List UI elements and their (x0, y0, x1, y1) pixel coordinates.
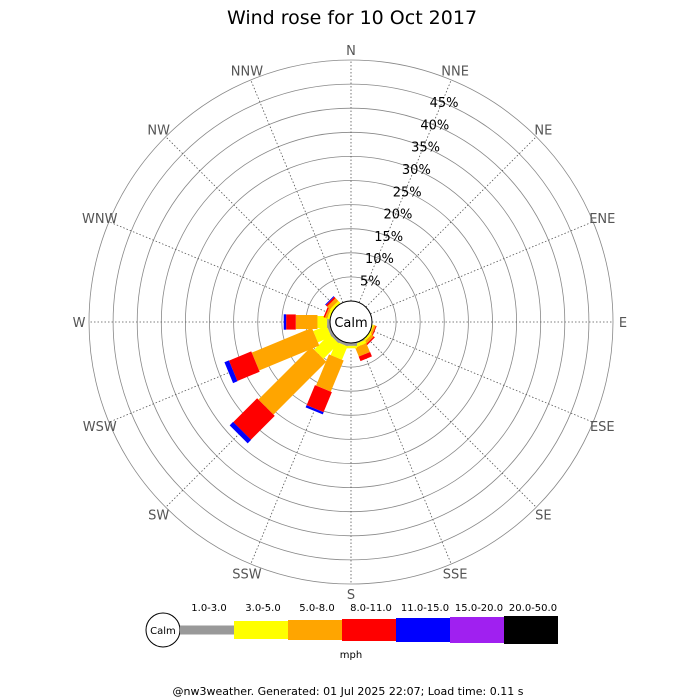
legend-swatch-8.0-11.0 (342, 619, 396, 641)
bar-segment-WSW-3.0-5.0 (313, 325, 332, 343)
grid-spoke (108, 221, 332, 315)
grid-ring (233, 204, 469, 440)
bar-segment-W-5.0-8.0 (295, 314, 318, 330)
bar-segment-WNW-5.0-8.0 (324, 306, 332, 319)
direction-label: NW (147, 124, 170, 139)
direction-label: WNW (82, 212, 118, 227)
legend-bin-label: 20.0-50.0 (509, 603, 557, 614)
direction-labels: N NNE NE ENE E ESE SE SSE S SSW SW WSW W WNW NW NNW (73, 44, 628, 603)
bar-segment-SW-3.0-5.0 (314, 334, 339, 359)
footer-text: @nw3weather. Generated: 01 Jul 2025 22:0… (173, 685, 524, 698)
direction-label: NNW (231, 65, 263, 80)
legend-bin-label: 3.0-5.0 (245, 603, 280, 614)
grid-spoke (358, 79, 452, 303)
bar-segment-NW-5.0-8.0 (327, 298, 339, 310)
grid-spoke (370, 329, 594, 423)
direction-label: SW (148, 508, 169, 523)
grid-spoke (108, 329, 332, 423)
direction-label: NNE (441, 65, 469, 80)
legend-bin-label: 5.0-8.0 (299, 603, 334, 614)
direction-label: W (73, 316, 86, 331)
direction-label: N (346, 44, 356, 59)
legend-bin-label: 1.0-3.0 (191, 603, 226, 614)
polar-grid (88, 59, 614, 585)
grid-spoke (165, 136, 337, 308)
ring-tick-label: 45% (430, 96, 459, 111)
legend-bin-label: 8.0-11.0 (350, 603, 392, 614)
bar-segment-SSE-8.0-11.0 (358, 351, 372, 362)
calm-label: Calm (334, 316, 367, 331)
bar-segment-WSW-8.0-11.0 (228, 351, 260, 381)
grid-spoke (365, 336, 537, 508)
legend-bin-label: 11.0-15.0 (401, 603, 449, 614)
grid-spoke (370, 221, 594, 315)
bar-segment-NW-8.0-11.0 (325, 296, 336, 307)
grid-spoke (358, 341, 452, 565)
bar-segment-SSE-5.0-8.0 (355, 343, 370, 357)
legend-swatch-15.0-20.0 (450, 617, 504, 643)
bar-segment-SW-5.0-8.0 (258, 346, 327, 415)
bar-segment-W-11.0-15.0 (283, 314, 287, 330)
bar-segment-ESE-8.0-11.0 (371, 325, 377, 338)
ring-tick-label: 35% (411, 141, 440, 156)
bar-segment-SSW-8.0-11.0 (306, 385, 332, 413)
grid-ring (281, 252, 421, 392)
grid-spoke (250, 341, 344, 565)
direction-label: SE (535, 508, 551, 523)
ring-tick-label: 15% (374, 230, 403, 245)
bar-segment-SE-8.0-11.0 (365, 336, 375, 346)
direction-label: NE (534, 124, 552, 139)
chart-title: Wind rose for 10 Oct 2017 (227, 7, 477, 29)
wind-bars (224, 296, 377, 444)
direction-label: SSW (232, 567, 262, 582)
direction-label: S (347, 588, 355, 603)
legend-swatch-20.0-50.0 (504, 616, 558, 644)
grid-spoke (250, 79, 344, 303)
bar-segment-NW-3.0-5.0 (329, 300, 341, 312)
legend-calm-label: Calm (150, 626, 176, 637)
bar-segment-SE-5.0-8.0 (363, 334, 374, 345)
ring-tick-labels: 5% 10% 15% 20% 25% 30% 35% 40% 45% (360, 96, 459, 289)
ring-tick-label: 40% (420, 118, 449, 133)
bar-segment-W-8.0-11.0 (286, 314, 296, 330)
grid-ring (88, 59, 614, 585)
ring-tick-label: 5% (360, 274, 381, 289)
bar-segment-WSW-11.0-15.0 (224, 360, 238, 384)
bar-segment-SW-8.0-11.0 (233, 398, 275, 440)
direction-label: WSW (83, 420, 117, 435)
bar-segment-SSW-11.0-15.0 (305, 405, 324, 415)
bar-segment-SSW-5.0-8.0 (316, 354, 344, 392)
bar-segment-W-3.0-5.0 (317, 316, 328, 328)
direction-label: ESE (590, 420, 615, 435)
direction-label: ENE (589, 212, 615, 227)
legend-swatch-1.0-3.0 (180, 625, 234, 635)
bar-segment-S-3.0-5.0 (345, 345, 357, 349)
legend-swatch-3.0-5.0 (234, 621, 288, 639)
direction-label: E (619, 316, 627, 331)
ring-tick-label: 10% (365, 252, 394, 267)
ring-tick-label: 30% (402, 163, 431, 178)
ring-tick-label: 20% (383, 208, 412, 223)
legend-swatch-5.0-8.0 (288, 620, 342, 640)
bar-segment-NW-11.0-15.0 (325, 296, 335, 306)
grid-spoke (365, 136, 537, 308)
ring-tick-label: 25% (393, 185, 422, 200)
bar-segment-WSW-5.0-8.0 (251, 327, 320, 371)
legend-bin-label: 15.0-20.0 (455, 603, 503, 614)
calm-center: Calm (329, 300, 373, 344)
grid-ring (112, 83, 590, 561)
bar-segment-SW-11.0-15.0 (229, 421, 252, 444)
legend-units-label: mph (340, 650, 362, 661)
legend-swatch-11.0-15.0 (396, 618, 450, 642)
grid-ring (257, 228, 445, 416)
speed-legend: Calm 1.0-3.0 3.0-5.0 5.0-8.0 8.0-11.0 11.0-15… (145, 603, 558, 661)
direction-label: SSE (443, 567, 468, 582)
bar-segment-WNW-8.0-11.0 (323, 306, 330, 318)
